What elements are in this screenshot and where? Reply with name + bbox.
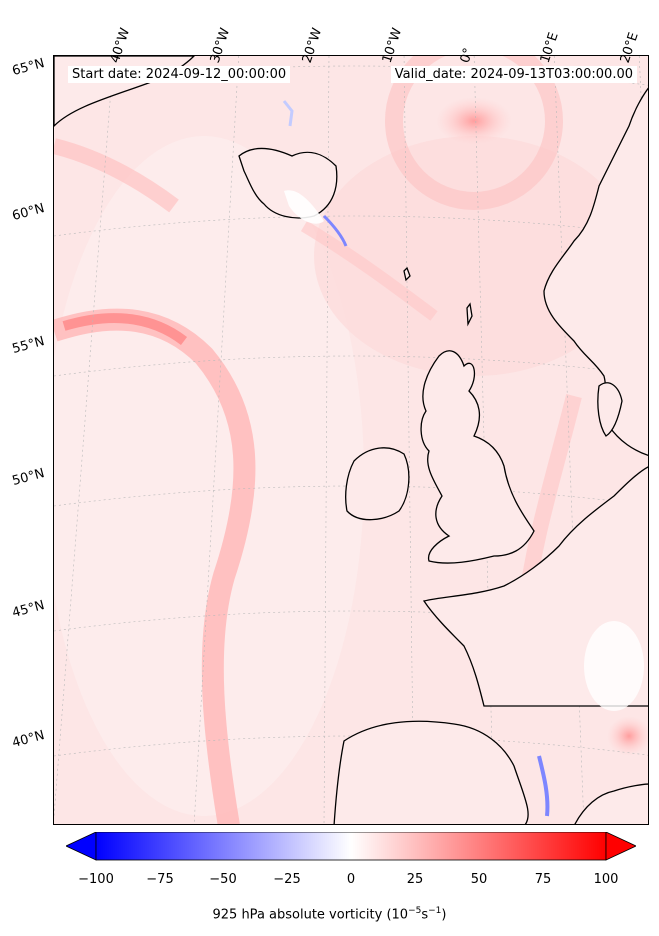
ireland: [345, 447, 410, 521]
latitude-label: 45°N: [10, 598, 47, 621]
vorticity-band: [300, 220, 438, 321]
colorbar-tick: 25: [406, 872, 424, 887]
colorbar-tick: 100: [593, 872, 619, 887]
vorticity-map: [54, 56, 648, 824]
vorticity-max: [436, 97, 512, 145]
field-patch: [54, 136, 364, 816]
latitude-label: 40°N: [10, 728, 47, 751]
colorbar-extend-max: [605, 832, 636, 861]
colorbar-extend-min: [66, 832, 97, 861]
iceland: [238, 147, 338, 219]
colorbar-title: 925 hPa absolute vorticity (10−5s−1): [212, 906, 447, 923]
latitude-label: 55°N: [10, 334, 47, 357]
colorbar-tick: 50: [470, 872, 488, 887]
low-vorticity-patch: [584, 621, 644, 711]
negative-vorticity-streak: [537, 755, 550, 817]
iberia: [333, 720, 529, 824]
shetland: [466, 302, 473, 327]
vorticity-band: [54, 138, 179, 213]
colorbar-tick: −25: [273, 872, 301, 887]
vorticity-swirl: [385, 56, 563, 210]
colorbar-tick: 75: [534, 872, 552, 887]
colorbar-tick: −75: [146, 872, 174, 887]
colorbar-tick: −100: [78, 872, 114, 887]
latitude-label: 65°N: [10, 56, 47, 79]
low-vorticity-patch: [284, 190, 324, 224]
denmark: [597, 382, 623, 437]
colorbar: [66, 832, 636, 861]
start-date-label: Start date: 2024-09-12_00:00:00: [68, 66, 291, 83]
great-britain: [420, 350, 535, 564]
colorbar-tick: −50: [209, 872, 237, 887]
vorticity-max: [607, 716, 648, 756]
latitude-label: 60°N: [10, 201, 47, 224]
negative-vorticity-streak: [282, 100, 294, 127]
north-africa: [574, 783, 648, 824]
colorbar-tick: 0: [346, 872, 356, 887]
faroe-islands: [403, 266, 411, 282]
valid-date-label: Valid_date: 2024-09-13T03:00:00.00: [390, 66, 637, 83]
vorticity-band-core: [62, 313, 188, 346]
negative-vorticity-streak: [322, 214, 348, 247]
latitude-label: 50°N: [10, 466, 47, 489]
colorbar-scale: [95, 832, 607, 861]
map-panel: [53, 55, 649, 825]
